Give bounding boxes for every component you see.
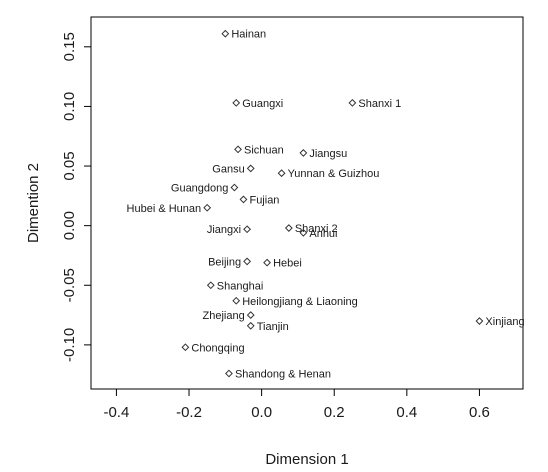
data-point: Heilongjiang & Liaoning [232,296,358,308]
data-point: Tianjin [246,321,289,333]
diamond-marker [348,98,357,107]
x-tick-label: -0.4 [103,404,129,421]
data-point: Beijing [208,256,252,268]
diamond-marker [277,169,286,178]
point-label: Jiangsu [309,148,347,160]
data-point: Xinjiang [475,316,525,328]
diamond-marker [246,164,255,173]
data-point: Fujian [239,194,279,206]
x-axis: -0.4 -0.2 0.0 0.2 0.4 0.6 [103,389,490,421]
diamond-marker [206,281,215,290]
data-point: Guangxi [232,98,283,110]
point-label: Shandong & Henan [235,369,331,381]
diamond-marker [284,224,293,232]
point-label: Sichuan [244,144,284,156]
point-label: Tianjin [257,321,289,333]
point-label: Guangdong [171,183,229,195]
diamond-marker [181,343,190,352]
point-label: Hebei [273,258,302,270]
point-label: Hainan [231,29,266,41]
data-point: Shanghai [206,280,264,292]
data-point: Chongqing [181,342,245,354]
diamond-marker [230,183,239,192]
x-tick-label: 0.0 [251,404,272,421]
data-point: Zhejiang [203,310,255,322]
y-axis: -0.10 -0.05 0.00 0.05 0.10 0.15 [61,32,91,362]
point-label: Shanghai [217,280,264,292]
x-tick-label: 0.4 [396,404,417,421]
point-label: Chongqing [191,342,244,354]
point-label: Fujian [249,194,279,206]
y-tick-label: -0.05 [61,268,78,302]
point-label: Gansu [212,163,244,175]
data-point: Hebei [263,258,302,270]
data-points: Hainan Guangxi Shanxi 1 Sichuan Jiangsu Gansu… [127,29,525,381]
data-point: Shanxi 1 [348,98,401,110]
point-label: Guangxi [242,98,283,110]
diamond-marker [243,257,252,266]
diamond-marker [243,225,252,234]
data-point: Gansu [212,163,255,175]
diamond-marker [475,317,484,325]
diamond-marker [299,228,308,237]
data-point: Jiangxi [207,224,252,236]
diamond-marker [246,311,255,319]
data-point: Anhui [299,228,338,240]
point-label: Yunnan & Guizhou [288,168,380,180]
point-label: Anhui [309,228,337,240]
diamond-marker [203,203,212,212]
y-tick-label: 0.10 [61,92,78,121]
point-label: Jiangxi [207,224,241,236]
y-tick-label: 0.05 [61,151,78,180]
point-label: Shanxi 1 [358,98,401,110]
data-point: Hainan [221,29,266,41]
diamond-marker [234,145,242,154]
plot-frame [90,16,524,390]
data-point: Jiangsu [299,148,347,160]
point-label: Xinjiang [485,316,524,328]
data-point: Hubei & Hunan [127,203,212,215]
x-tick-label: -0.2 [176,404,202,421]
diamond-marker [263,258,271,267]
x-tick-label: 0.6 [469,404,490,421]
point-label: Beijing [208,256,241,268]
x-axis-label: Dimension 1 [265,451,348,468]
point-label: Heilongjiang & Liaoning [242,296,358,308]
data-point: Yunnan & Guizhou [277,168,380,180]
y-tick-label: 0.15 [61,32,78,61]
point-label: Zhejiang [203,310,245,322]
diamond-marker [221,29,230,38]
data-point: Guangdong [171,183,239,195]
diamond-marker [232,98,241,107]
y-axis-label: Dimention 2 [25,163,42,243]
data-point: Sichuan [234,144,284,156]
y-tick-label: -0.10 [61,328,78,362]
y-tick-label: 0.00 [61,211,78,240]
x-tick-label: 0.2 [324,404,345,421]
diamond-marker [299,149,308,157]
diamond-marker [225,369,233,378]
data-point: Shandong & Henan [225,369,331,381]
diamond-marker [232,296,241,305]
diamond-marker [246,321,255,330]
point-label: Hubei & Hunan [127,203,202,215]
diamond-marker [239,195,248,204]
